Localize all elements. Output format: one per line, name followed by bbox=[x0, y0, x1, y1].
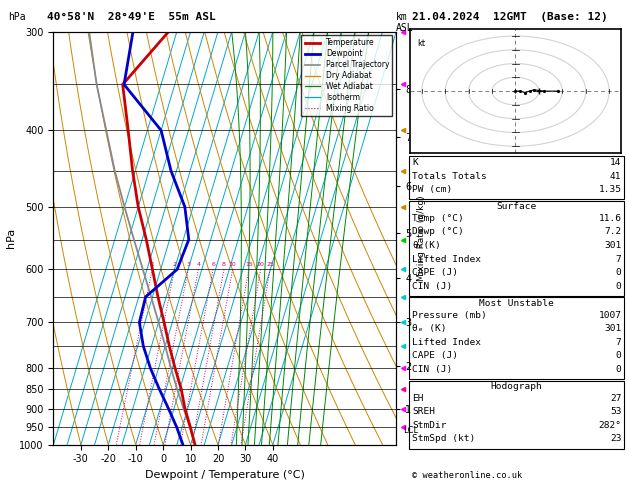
Text: 25: 25 bbox=[266, 262, 274, 267]
Y-axis label: hPa: hPa bbox=[6, 228, 16, 248]
Text: Lifted Index: Lifted Index bbox=[412, 338, 481, 347]
Text: ASL: ASL bbox=[396, 23, 414, 34]
Text: 1: 1 bbox=[150, 262, 154, 267]
Text: 21.04.2024  12GMT  (Base: 12): 21.04.2024 12GMT (Base: 12) bbox=[412, 12, 608, 22]
Legend: Temperature, Dewpoint, Parcel Trajectory, Dry Adiabat, Wet Adiabat, Isotherm, Mi: Temperature, Dewpoint, Parcel Trajectory… bbox=[301, 35, 392, 116]
Text: Pressure (mb): Pressure (mb) bbox=[412, 311, 487, 320]
Text: Lifted Index: Lifted Index bbox=[412, 255, 481, 264]
Text: θₑ (K): θₑ (K) bbox=[412, 324, 447, 333]
Text: 1007: 1007 bbox=[598, 311, 621, 320]
Text: © weatheronline.co.uk: © weatheronline.co.uk bbox=[412, 470, 522, 480]
Text: 3: 3 bbox=[186, 262, 190, 267]
Text: PW (cm): PW (cm) bbox=[412, 185, 452, 194]
Text: 11.6: 11.6 bbox=[598, 214, 621, 223]
Text: 2: 2 bbox=[172, 262, 177, 267]
Text: 14: 14 bbox=[610, 158, 621, 167]
Text: CAPE (J): CAPE (J) bbox=[412, 268, 458, 278]
Text: 301: 301 bbox=[604, 241, 621, 250]
Text: 7: 7 bbox=[616, 338, 621, 347]
Text: 53: 53 bbox=[610, 407, 621, 417]
Text: 0: 0 bbox=[616, 282, 621, 291]
Text: 282°: 282° bbox=[598, 421, 621, 430]
Text: 15: 15 bbox=[245, 262, 253, 267]
Text: 40°58'N  28°49'E  55m ASL: 40°58'N 28°49'E 55m ASL bbox=[47, 12, 216, 22]
Text: 7.2: 7.2 bbox=[604, 227, 621, 237]
Text: 20: 20 bbox=[257, 262, 265, 267]
Text: 0: 0 bbox=[616, 351, 621, 361]
Text: 7: 7 bbox=[616, 255, 621, 264]
Text: 301: 301 bbox=[604, 324, 621, 333]
Text: CIN (J): CIN (J) bbox=[412, 365, 452, 374]
Text: 4: 4 bbox=[196, 262, 201, 267]
Text: EH: EH bbox=[412, 394, 423, 403]
Text: CIN (J): CIN (J) bbox=[412, 282, 452, 291]
Text: K: K bbox=[412, 158, 418, 167]
Text: Hodograph: Hodograph bbox=[491, 382, 542, 391]
Text: kt: kt bbox=[417, 39, 425, 48]
Text: 10: 10 bbox=[229, 262, 237, 267]
Text: 41: 41 bbox=[610, 172, 621, 181]
Text: LCL: LCL bbox=[403, 426, 418, 435]
Text: 8: 8 bbox=[222, 262, 226, 267]
Text: Surface: Surface bbox=[496, 202, 537, 211]
Text: 0: 0 bbox=[616, 268, 621, 278]
Text: hPa: hPa bbox=[8, 12, 26, 22]
Text: θₑ(K): θₑ(K) bbox=[412, 241, 441, 250]
Text: 1.35: 1.35 bbox=[598, 185, 621, 194]
Text: StmDir: StmDir bbox=[412, 421, 447, 430]
Text: StmSpd (kt): StmSpd (kt) bbox=[412, 434, 476, 444]
Text: 0: 0 bbox=[616, 365, 621, 374]
Text: 6: 6 bbox=[211, 262, 215, 267]
Text: km: km bbox=[396, 12, 408, 22]
Text: SREH: SREH bbox=[412, 407, 435, 417]
Text: CAPE (J): CAPE (J) bbox=[412, 351, 458, 361]
X-axis label: Dewpoint / Temperature (°C): Dewpoint / Temperature (°C) bbox=[145, 470, 305, 480]
Y-axis label: Mixing Ratio (g/kg): Mixing Ratio (g/kg) bbox=[417, 195, 426, 281]
Text: Most Unstable: Most Unstable bbox=[479, 299, 554, 308]
Text: Temp (°C): Temp (°C) bbox=[412, 214, 464, 223]
Text: 23: 23 bbox=[610, 434, 621, 444]
Text: Totals Totals: Totals Totals bbox=[412, 172, 487, 181]
Text: Dewp (°C): Dewp (°C) bbox=[412, 227, 464, 237]
Text: 27: 27 bbox=[610, 394, 621, 403]
